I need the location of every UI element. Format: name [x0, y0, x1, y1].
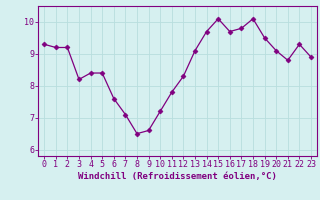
X-axis label: Windchill (Refroidissement éolien,°C): Windchill (Refroidissement éolien,°C) [78, 172, 277, 181]
